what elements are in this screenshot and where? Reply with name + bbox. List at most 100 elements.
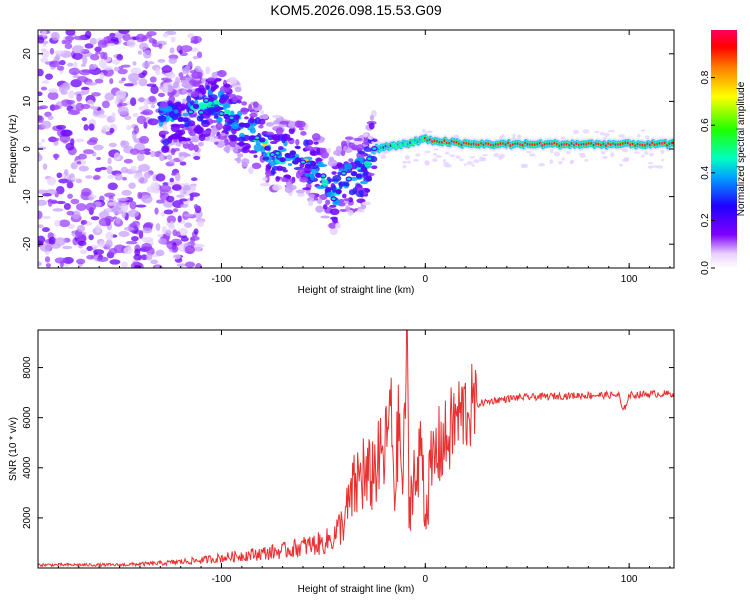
spectrogram-cell (171, 184, 182, 191)
spectrogram-cell (649, 152, 654, 157)
spectrogram-cell (272, 184, 282, 191)
spectrogram-cell (320, 147, 327, 153)
spectrogram-cell (150, 104, 155, 109)
snr-panel: -100 0 100 2000 4000 6000 8000 Height of stra… (8, 329, 675, 595)
spectrogram-cell (66, 181, 74, 189)
spectrogram-cell (76, 258, 86, 265)
ridge-cell (208, 96, 215, 102)
spectrogram-cell (162, 182, 169, 186)
spectrogram-cell (40, 120, 52, 129)
y-tick: 6000 (22, 406, 674, 429)
spectrogram-cell (624, 157, 630, 160)
spectrogram-cell (38, 142, 42, 146)
ridge-cell (309, 161, 317, 167)
spectrogram-cell (162, 33, 169, 38)
spectrogram-cell (65, 30, 76, 36)
spectrogram-cell (241, 101, 248, 106)
spectrogram-cell (189, 192, 201, 197)
spectrogram-cell (175, 231, 181, 238)
spectrogram-cell (279, 120, 290, 125)
spectrogram-cell (640, 129, 646, 132)
spectrogram-cell (98, 241, 106, 248)
spectrogram-cell (315, 205, 324, 213)
spectrogram-cell (348, 197, 354, 203)
spectrogram-cell (159, 184, 172, 193)
spectrogram-cell (244, 116, 249, 120)
spectrogram-cell (221, 132, 226, 137)
colorbar-tick: 0.0 (700, 261, 715, 275)
spectrogram-cell (90, 216, 100, 221)
spectrogram-cell (190, 184, 197, 192)
spectrogram-cell (139, 135, 150, 144)
spectrogram-cell (175, 172, 181, 182)
spectrogram-cell (60, 99, 72, 107)
spectrogram-marks (38, 30, 674, 268)
spectrogram-cell (58, 84, 65, 93)
spectrogram-cell (106, 43, 116, 47)
spectrogram-cell (621, 158, 629, 162)
colorbar: 0.0 0.2 0.4 0.6 0.8 Normalized spectral ampl… (700, 30, 747, 275)
spectrogram-cell (38, 224, 44, 229)
x-tick-label: 0 (423, 274, 429, 285)
ridge-cell (192, 103, 200, 109)
spectrogram-cell (89, 53, 100, 61)
spectrogram-cell (512, 133, 516, 139)
spectrogram-cell (525, 150, 532, 154)
spectrogram-cell (599, 131, 605, 136)
spectrogram-cell (215, 122, 223, 131)
y-tick-label: -20 (22, 237, 33, 252)
spectrogram-cell (444, 151, 450, 155)
spectrogram-cell (331, 171, 337, 175)
ridge-cell (355, 173, 363, 179)
spectrogram-cell (337, 171, 342, 176)
spectrogram-cell (259, 110, 265, 114)
spectrogram-cell (121, 261, 128, 268)
spectrogram-cell (142, 61, 150, 69)
spectrogram-cell (114, 97, 120, 106)
spectrogram-cell (120, 140, 126, 146)
spectrogram-cell (81, 63, 86, 68)
ridge-cell (294, 157, 302, 163)
spectrogram-cell (471, 164, 476, 167)
ridge-cell (219, 112, 224, 115)
spectrogram-cell (38, 189, 48, 194)
spectrogram-cell (259, 154, 266, 163)
spectrogram-cell (493, 152, 500, 158)
spectrogram-cell (120, 203, 129, 213)
spectrogram-cell (184, 261, 196, 268)
spectrogram-cell (432, 152, 438, 156)
spectrogram-cell (240, 107, 249, 115)
spectrogram-cell (154, 265, 161, 268)
spectrogram-cell (594, 130, 600, 134)
spectrogram-x-label: Height of straight line (km) (298, 285, 415, 296)
spectrogram-cell (70, 177, 78, 181)
spectrogram-cell (147, 118, 159, 126)
ridge-cell (213, 107, 220, 113)
spectrogram-cell (89, 37, 97, 45)
ridge-cell (233, 114, 240, 120)
ridge-cell (360, 166, 368, 173)
spectrogram-cell (189, 100, 195, 106)
spectrogram-cell (62, 256, 74, 264)
spectrogram-cell (342, 145, 348, 152)
spectrogram-cell (346, 139, 351, 144)
spectrogram-cell (55, 186, 65, 195)
spectrogram-cell (661, 158, 665, 162)
spectrogram-cell (49, 47, 55, 55)
spectrogram-cell (253, 154, 258, 158)
spectrogram-cell (343, 198, 350, 202)
spectrogram-cell (415, 153, 421, 157)
spectrogram-cell (93, 144, 104, 151)
x-tick-label: -100 (211, 574, 231, 585)
spectrogram-cell (182, 184, 191, 191)
spectrogram-cell (170, 36, 176, 43)
spectrogram-cell (155, 67, 161, 76)
spectrogram-cell (359, 180, 368, 185)
spectrogram-cell (113, 152, 121, 161)
spectrogram-cell (329, 227, 338, 236)
spectrogram-cell (550, 149, 554, 154)
spectrogram-cell (295, 138, 300, 146)
spectrogram-cell (622, 148, 629, 153)
spectrogram-cell (157, 234, 164, 238)
